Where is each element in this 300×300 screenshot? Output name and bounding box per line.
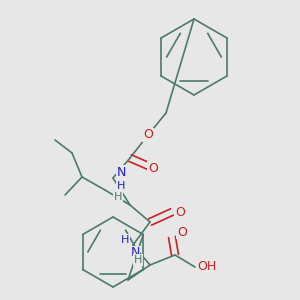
Text: H: H (134, 255, 142, 265)
Text: H: H (114, 192, 122, 202)
Text: N: N (116, 166, 126, 178)
Text: O: O (175, 206, 185, 218)
Text: N: N (130, 247, 140, 260)
Text: H: H (121, 235, 129, 245)
Text: O: O (143, 128, 153, 142)
Text: OH: OH (197, 260, 217, 274)
Text: H: H (117, 181, 125, 191)
Text: O: O (177, 226, 187, 238)
Text: O: O (148, 161, 158, 175)
